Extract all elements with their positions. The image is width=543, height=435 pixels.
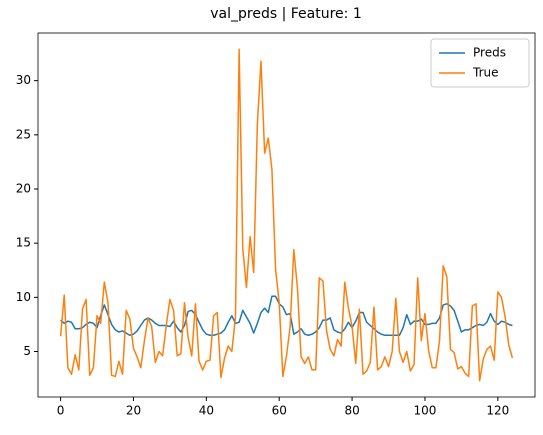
- series-line: [59, 48, 514, 382]
- legend-label: True: [472, 66, 499, 80]
- plot-frame: [37, 32, 536, 398]
- y-tick-label: 25: [16, 127, 31, 141]
- y-tick-label: 15: [16, 236, 31, 250]
- x-tick-label: 0: [57, 404, 65, 418]
- y-tick-label: 20: [16, 182, 31, 196]
- legend-label: Preds: [473, 46, 506, 60]
- chart-title: val_preds | Feature: 1: [210, 6, 361, 22]
- x-tick-label: 40: [199, 404, 214, 418]
- y-tick-label: 5: [23, 344, 31, 358]
- x-tick-label: 80: [344, 404, 359, 418]
- series-line: [60, 295, 513, 336]
- x-tick-label: 20: [126, 404, 141, 418]
- y-tick-label: 10: [16, 290, 31, 304]
- legend-box: [430, 38, 530, 88]
- x-tick-label: 60: [272, 404, 287, 418]
- y-tick-label: 30: [16, 73, 31, 87]
- x-tick-label: 120: [486, 404, 509, 418]
- x-tick-label: 100: [414, 404, 437, 418]
